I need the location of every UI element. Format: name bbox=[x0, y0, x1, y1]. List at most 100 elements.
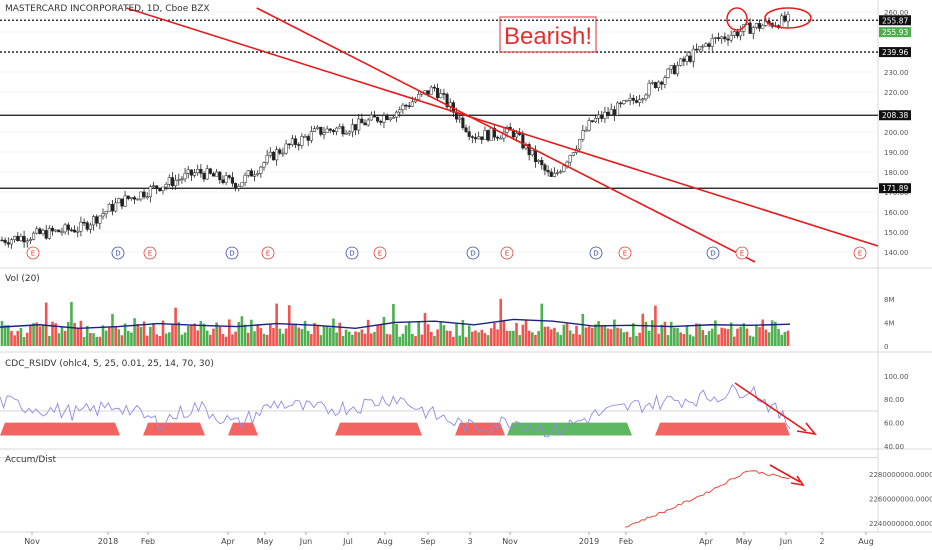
volume-bar bbox=[133, 318, 136, 346]
candle-body bbox=[650, 82, 654, 84]
candle-body bbox=[473, 137, 478, 140]
candle-body bbox=[492, 127, 496, 138]
candle-body bbox=[672, 65, 676, 75]
volume-bar bbox=[638, 332, 641, 346]
candle-body bbox=[167, 177, 171, 185]
rsi-tick-label: 100.00 bbox=[884, 373, 909, 381]
volume-bar bbox=[89, 332, 92, 346]
volume-bar bbox=[723, 328, 727, 346]
volume-bar bbox=[303, 320, 307, 346]
candle-body bbox=[208, 168, 212, 174]
candle-body bbox=[328, 128, 332, 131]
volume-bar bbox=[310, 334, 313, 346]
candle-body bbox=[786, 14, 790, 22]
candle-body bbox=[252, 174, 257, 177]
x-tick-label: 3 bbox=[467, 537, 472, 546]
volume-bar bbox=[51, 321, 54, 346]
volume-bar bbox=[436, 329, 439, 346]
candle-body bbox=[685, 55, 689, 62]
volume-bar bbox=[246, 332, 250, 346]
candle-body bbox=[486, 130, 490, 141]
candle-body bbox=[44, 230, 48, 239]
candle-body bbox=[155, 185, 159, 189]
rsi-tick-label: 60.00 bbox=[884, 420, 904, 428]
volume-bar bbox=[455, 323, 458, 346]
candle-body bbox=[281, 152, 285, 155]
volume-bar bbox=[123, 323, 127, 346]
volume-bar bbox=[373, 331, 376, 346]
candle-body bbox=[316, 126, 320, 129]
x-tick-label: May bbox=[257, 537, 274, 546]
volume-bar bbox=[531, 332, 534, 346]
candle-body bbox=[691, 48, 695, 62]
candle-body bbox=[612, 109, 616, 116]
volume-bar bbox=[224, 336, 228, 346]
volume-bar bbox=[338, 322, 342, 346]
candle-body bbox=[426, 90, 430, 95]
volume-bar bbox=[196, 330, 200, 346]
volume-bar bbox=[253, 331, 256, 346]
rsi-pane bbox=[0, 383, 878, 459]
volume-bar bbox=[726, 329, 730, 346]
volume-bar bbox=[477, 332, 480, 346]
volume-bar bbox=[632, 323, 635, 346]
candle-body bbox=[189, 169, 193, 176]
candle-body bbox=[533, 150, 538, 163]
event-marker bbox=[261, 246, 275, 260]
event-marker-label: D bbox=[349, 250, 354, 258]
volume-bar bbox=[559, 335, 563, 346]
rsi-signal-band bbox=[0, 422, 120, 436]
candles bbox=[0, 11, 790, 249]
candle-body bbox=[284, 143, 288, 154]
candle-body bbox=[230, 177, 234, 184]
candle-body bbox=[25, 240, 29, 243]
volume-bar bbox=[335, 332, 338, 346]
x-tick-label: Nov bbox=[24, 537, 40, 546]
candle-body bbox=[698, 46, 702, 51]
candle-body bbox=[571, 152, 575, 156]
candle-body bbox=[521, 134, 525, 149]
volume-bar bbox=[366, 319, 370, 346]
candle-body bbox=[556, 172, 560, 174]
candle-body bbox=[704, 43, 708, 47]
candle-body bbox=[530, 150, 534, 156]
volume-bar bbox=[407, 322, 411, 346]
candle-body bbox=[300, 136, 304, 146]
annotation-arrow-line bbox=[769, 464, 801, 483]
volume-bar bbox=[650, 320, 654, 346]
volume-bar bbox=[401, 333, 405, 346]
volume-bar bbox=[729, 322, 733, 346]
candle-body bbox=[57, 229, 61, 233]
volume-bar bbox=[319, 335, 323, 346]
candle-body bbox=[50, 227, 55, 232]
volume-bar bbox=[92, 333, 95, 346]
candle-body bbox=[47, 227, 51, 239]
volume-bar bbox=[745, 328, 749, 346]
candle-body bbox=[619, 102, 623, 105]
candle-body bbox=[641, 98, 645, 101]
volume-bar bbox=[417, 321, 420, 346]
volume-bar bbox=[85, 325, 89, 346]
candle-body bbox=[6, 242, 10, 245]
candle-body bbox=[180, 178, 184, 181]
volume-bar bbox=[297, 327, 301, 346]
candle-body bbox=[720, 36, 724, 39]
candle-body bbox=[69, 229, 73, 232]
volume-bar bbox=[647, 330, 651, 346]
event-marker bbox=[111, 246, 125, 260]
volume-bar bbox=[761, 319, 765, 346]
candle-body bbox=[211, 173, 216, 177]
x-tick-label: Aug bbox=[858, 537, 874, 546]
volume-bar bbox=[370, 333, 373, 346]
volume-bar bbox=[445, 330, 449, 346]
volume-bar bbox=[486, 335, 490, 346]
volume-bar bbox=[748, 335, 752, 346]
volume-bar bbox=[710, 328, 714, 346]
price-tag-bg bbox=[879, 183, 911, 194]
event-marker bbox=[26, 246, 40, 260]
candle-body bbox=[461, 117, 465, 129]
event-marker bbox=[225, 246, 239, 260]
volume-bar bbox=[751, 336, 755, 346]
volume-bar bbox=[231, 334, 234, 346]
